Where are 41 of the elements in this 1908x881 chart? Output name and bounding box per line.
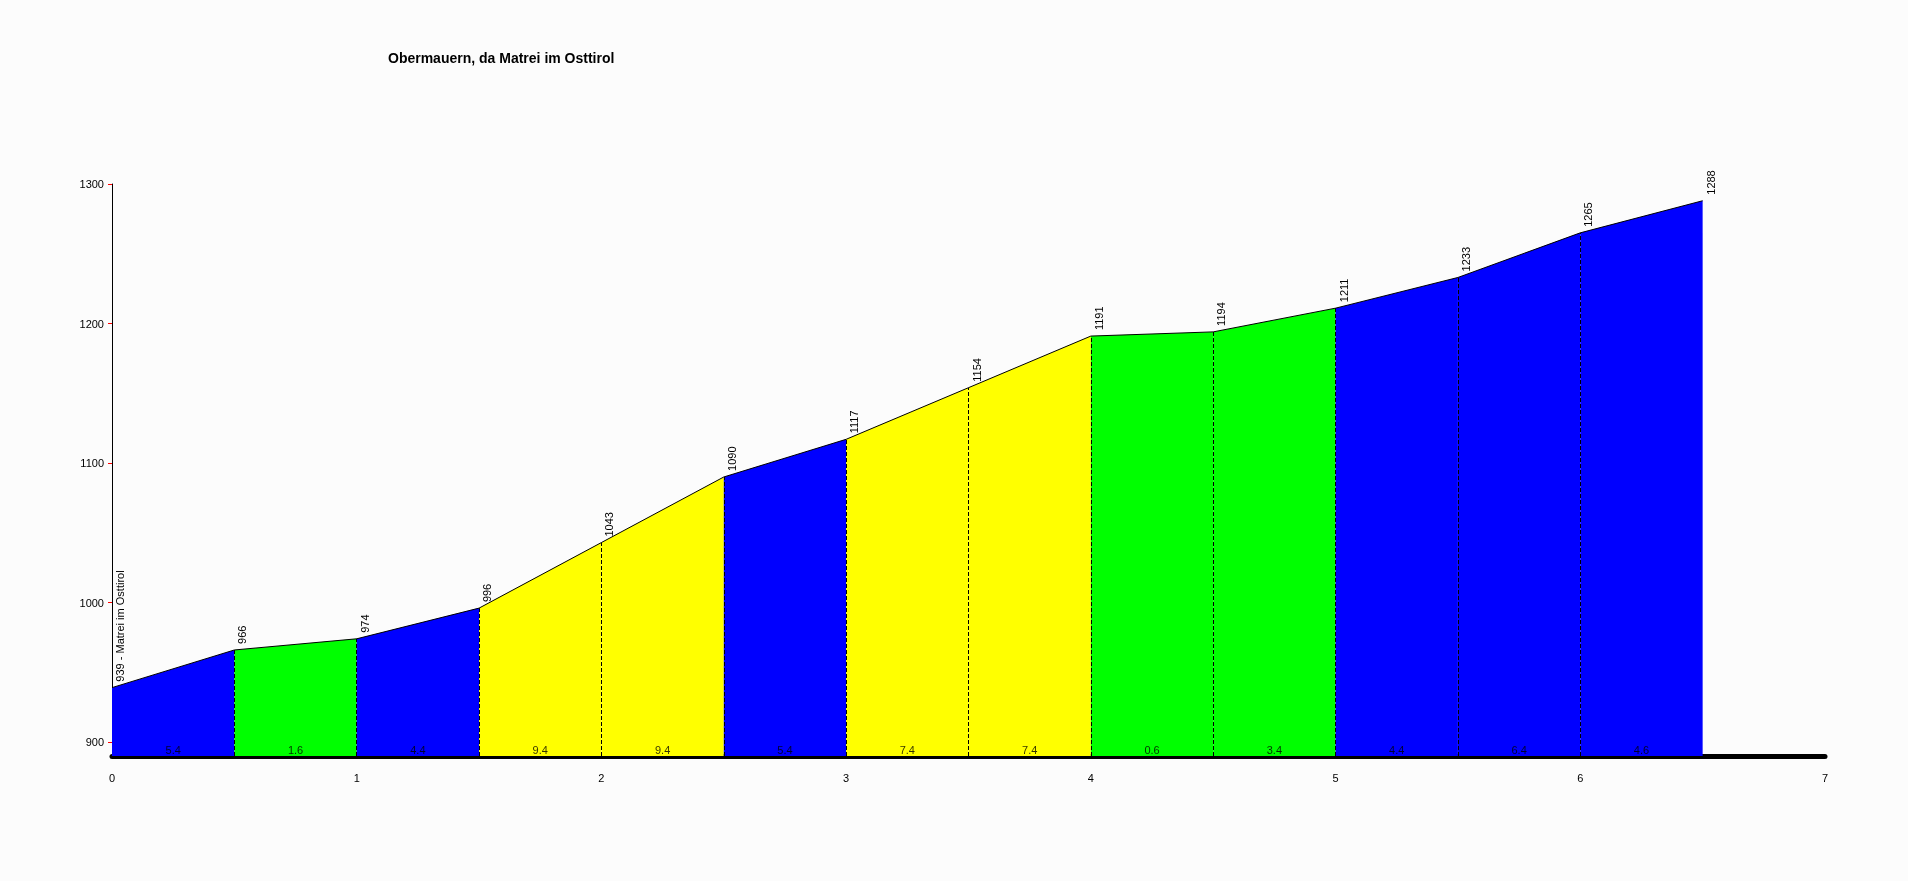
data-label: 1154 [970, 358, 983, 382]
annotation: 4.4 [410, 743, 426, 756]
data-label: 996 [481, 583, 494, 603]
annotation: 0.6 [1144, 743, 1160, 756]
y-tick-label: 1000 [79, 596, 104, 609]
x-tick-label: 4 [1087, 771, 1094, 784]
annotation: 1.6 [287, 743, 304, 756]
annotation: 4.4 [1389, 743, 1405, 756]
annotation: 3.4 [1266, 743, 1283, 756]
data-label: 1117 [848, 410, 861, 434]
data-label: 1191 [1092, 306, 1105, 331]
x-tick-label: 5 [1332, 771, 1339, 784]
data-label: 966 [236, 625, 249, 644]
x-tick-label: 7 [1821, 771, 1829, 784]
annotation: 5.4 [777, 743, 793, 756]
annotation: 4.6 [1633, 743, 1650, 756]
annotation: 7.4 [1022, 743, 1038, 756]
x-tick-label: 6 [1577, 771, 1584, 784]
y-tick-label: 1300 [79, 178, 104, 190]
y-tick-label: 900 [85, 736, 104, 749]
data-label: 1194 [1215, 302, 1228, 326]
annotation: 9.4 [532, 743, 548, 756]
annotation: 7.4 [899, 743, 915, 756]
x-tick-label: 2 [598, 771, 605, 784]
x-tick-label: 1 [353, 771, 360, 784]
data-label: 974 [358, 614, 371, 633]
data-label: 1265 [1582, 202, 1595, 227]
data-label: 1233 [1459, 246, 1472, 272]
data-label: 1043 [603, 512, 616, 537]
annotation: 5.4 [165, 743, 181, 756]
data-label: 1288 [1704, 170, 1717, 195]
chart-title: Obermauern, da Matrei im Osttirol [388, 50, 615, 66]
data-label: 1211 [1337, 278, 1350, 303]
data-label: 939 - Matrei im Osttirol [114, 570, 126, 682]
annotation: 9.4 [654, 743, 671, 756]
y-tick-label: 1100 [80, 457, 104, 470]
annotation: 6.4 [1511, 743, 1527, 756]
data-label: 1090 [725, 446, 738, 471]
x-tick-label: 0 [108, 771, 116, 784]
y-tick-label: 1200 [79, 317, 104, 330]
x-tick-label: 3 [843, 771, 850, 784]
